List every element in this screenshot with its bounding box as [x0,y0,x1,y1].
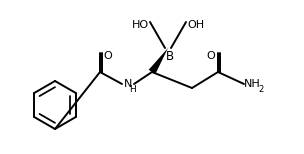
Polygon shape [149,48,168,74]
Text: O: O [207,51,215,61]
Text: NH: NH [244,79,260,89]
Text: OH: OH [188,20,205,30]
Text: 2: 2 [258,85,264,93]
Text: B: B [166,49,174,63]
Text: N: N [124,79,132,89]
Text: H: H [130,85,136,93]
Text: O: O [104,51,112,61]
Text: HO: HO [131,20,149,30]
